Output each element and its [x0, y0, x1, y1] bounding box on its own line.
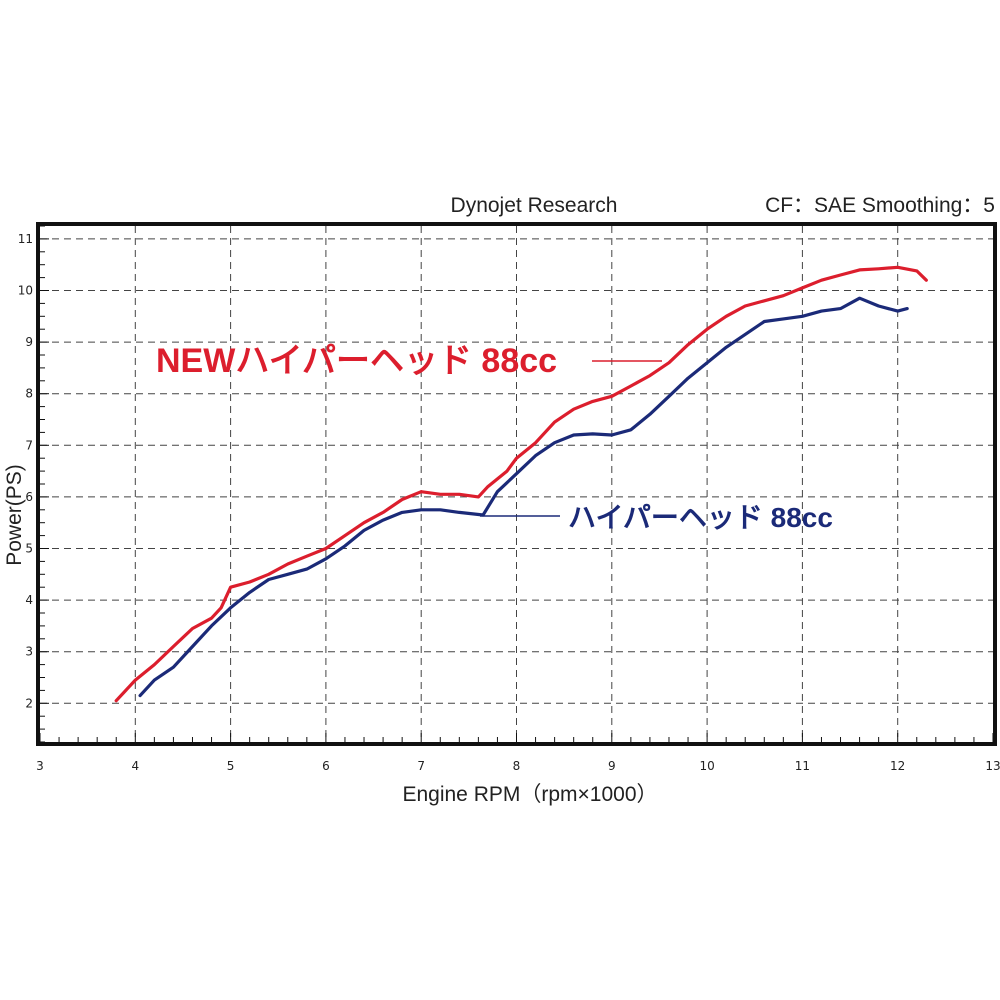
series-line-new-hyper-head — [114, 265, 928, 703]
x-tick-label-8: 8 — [513, 759, 521, 773]
minor-ticks — [39, 225, 994, 743]
x-tick-label-9: 9 — [608, 759, 616, 773]
x-tick-label-13: 13 — [985, 759, 1000, 773]
blue-series-label: ハイパーヘッド 88cc — [568, 502, 833, 533]
x-tick-label-11: 11 — [795, 759, 810, 773]
y-tick-label-6: 6 — [25, 490, 33, 504]
x-tick-label-10: 10 — [699, 759, 714, 773]
x-axis-label: Engine RPM（rpm×1000） — [402, 783, 657, 806]
x-tick-label-12: 12 — [890, 759, 905, 773]
y-tick-labels: 2 3 4 5 6 7 8 9 10 11 — [18, 232, 33, 710]
x-tick-label-3: 3 — [36, 759, 44, 773]
x-tick-label-4: 4 — [131, 759, 139, 773]
header-right-text: CF：SAE Smoothing：5 — [765, 194, 995, 217]
y-axis-label: Power(PS) — [3, 464, 26, 566]
y-tick-label-10: 10 — [18, 284, 33, 298]
x-tick-label-5: 5 — [227, 759, 235, 773]
red-series-label: NEWハイパーヘッド 88cc — [156, 342, 557, 380]
y-tick-label-5: 5 — [25, 542, 33, 556]
header-left-text: Dynojet Research — [451, 194, 618, 217]
series-line-hyper-head — [138, 296, 909, 698]
plot-frame — [36, 222, 997, 746]
x-tick-label-6: 6 — [322, 759, 330, 773]
y-tick-label-2: 2 — [25, 696, 33, 710]
x-tick-label-7: 7 — [417, 759, 425, 773]
series-lines — [114, 265, 928, 703]
y-tick-label-9: 9 — [25, 335, 33, 349]
x-tick-labels: 3 4 5 6 7 8 9 10 11 12 13 — [36, 759, 1000, 773]
y-tick-label-11: 11 — [18, 232, 33, 246]
y-tick-label-3: 3 — [25, 645, 33, 659]
y-tick-label-7: 7 — [25, 438, 33, 452]
y-tick-label-4: 4 — [25, 593, 33, 607]
y-tick-label-8: 8 — [25, 387, 33, 401]
